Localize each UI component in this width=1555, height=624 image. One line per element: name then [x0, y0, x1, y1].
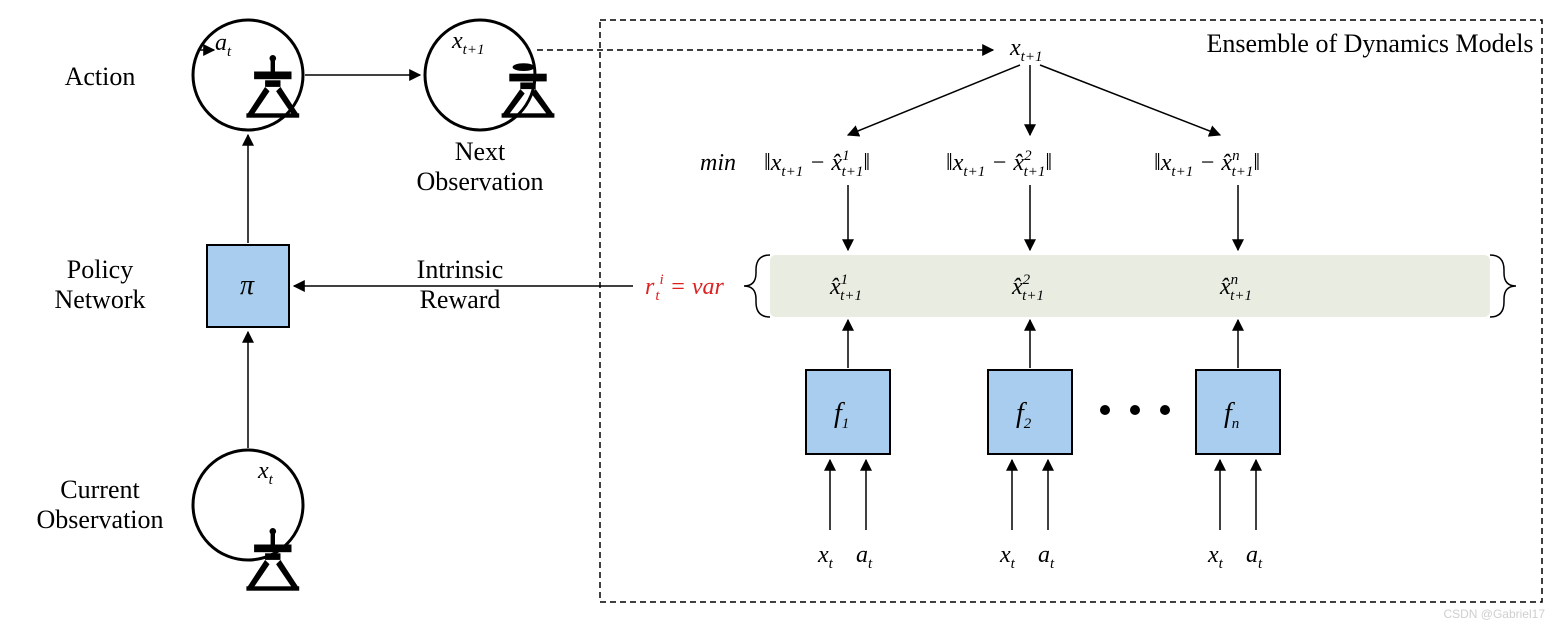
min-label: min: [700, 150, 736, 176]
dynamics-box: [988, 370, 1072, 454]
intrinsic-label-2: Reward: [420, 285, 501, 314]
norm-expr: ‖xt+1 − x̂2t+1‖: [946, 148, 1052, 180]
fan-arrow-3: [1040, 65, 1220, 135]
fan-arrow-1: [848, 65, 1020, 135]
current-observation-node: [193, 450, 303, 560]
current-label-2: Observation: [36, 505, 163, 534]
ensemble-xt1: xt+1: [1009, 35, 1042, 65]
current-label-1: Current: [60, 475, 140, 504]
input-x: xt: [1207, 542, 1224, 572]
watermark: CSDN @Gabriel17: [1443, 607, 1545, 621]
pi-symbol: π: [240, 270, 255, 301]
input-x: xt: [817, 542, 834, 572]
ellipsis-dot: [1130, 405, 1140, 415]
ensemble-title: Ensemble of Dynamics Models: [1206, 29, 1533, 58]
norm-expr: ‖xt+1 − x̂1t+1‖: [764, 148, 870, 180]
dynamics-box: [1196, 370, 1280, 454]
next-label-2: Observation: [416, 167, 543, 196]
variance-band: [770, 255, 1490, 317]
norm-expr: ‖xt+1 − x̂nt+1‖: [1154, 148, 1260, 180]
policy-label-2: Network: [55, 285, 146, 314]
input-a: at: [856, 542, 873, 572]
policy-label-1: Policy: [67, 255, 133, 284]
next-label-1: Next: [455, 137, 506, 166]
ellipsis-dot: [1160, 405, 1170, 415]
brace-right-icon: [1490, 255, 1516, 317]
ellipsis-dot: [1100, 405, 1110, 415]
action-label: Action: [65, 62, 136, 91]
dynamics-box: [806, 370, 890, 454]
input-a: at: [1246, 542, 1263, 572]
input-x: xt: [999, 542, 1016, 572]
intrinsic-label-1: Intrinsic: [417, 255, 504, 284]
input-a: at: [1038, 542, 1055, 572]
brace-left-icon: [744, 255, 770, 317]
reward-expr: rti = var: [645, 272, 725, 304]
